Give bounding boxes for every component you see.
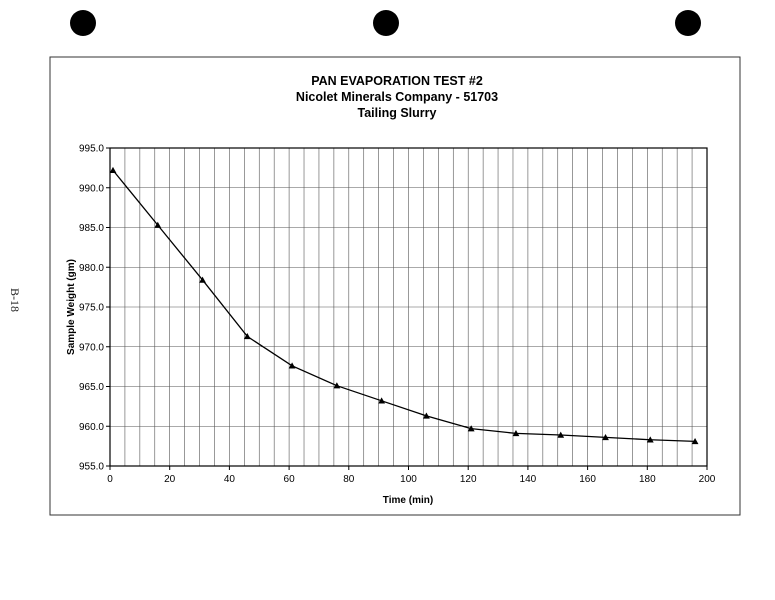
punch-hole-right (675, 10, 701, 36)
data-point-marker (512, 430, 520, 437)
punch-hole-center (373, 10, 399, 36)
chart-title-line-2: Nicolet Minerals Company - 51703 (296, 90, 498, 104)
x-tick-label: 60 (284, 474, 296, 485)
grid-lines (110, 148, 707, 466)
data-point-marker (646, 436, 654, 443)
y-tick-label: 955.0 (79, 462, 104, 473)
x-tick-label: 160 (579, 474, 596, 485)
data-point-marker (602, 433, 609, 441)
chart-title-line-1: PAN EVAPORATION TEST #2 (311, 74, 483, 88)
tick-labels: 0 20 40 60 80 100 120 140 160 180 200 955.0 960.0 965… (79, 144, 716, 486)
punch-hole-left (70, 10, 96, 36)
data-point-marker (333, 382, 341, 389)
x-tick-label: 200 (699, 474, 716, 485)
x-tick-label: 100 (400, 474, 417, 485)
y-tick-label: 995.0 (79, 144, 104, 155)
x-tick-label: 40 (224, 474, 236, 485)
x-tick-label: 180 (639, 474, 656, 485)
x-axis-label: Time (min) (383, 495, 433, 506)
series-line (112, 169, 696, 442)
y-tick-label: 990.0 (79, 183, 104, 194)
x-tick-label: 140 (520, 474, 537, 485)
y-tick-label: 960.0 (79, 422, 104, 433)
data-point-marker (691, 437, 699, 445)
data-point-marker (243, 333, 251, 340)
x-tick-label: 0 (107, 474, 113, 485)
data-point-marker (109, 166, 117, 173)
y-tick-label: 965.0 (79, 382, 104, 393)
data-point-marker (288, 362, 296, 369)
x-tick-label: 20 (164, 474, 176, 485)
data-point-marker (467, 425, 475, 432)
y-tick-label: 970.0 (79, 342, 104, 353)
data-point-marker (378, 397, 386, 404)
chart-title-line-3: Tailing Slurry (358, 106, 437, 120)
data-series (109, 166, 699, 445)
y-tick-label: 985.0 (79, 223, 104, 234)
x-tick-label: 80 (343, 474, 355, 485)
data-point-marker (154, 221, 162, 228)
data-point-marker (423, 412, 430, 419)
data-point-marker (199, 276, 206, 283)
y-tick-label: 975.0 (79, 303, 104, 314)
chart-border (49, 56, 741, 516)
y-axis-label: Sample Weight (gm) (66, 259, 77, 355)
data-point-marker (557, 431, 565, 438)
y-tick-label: 980.0 (79, 263, 104, 274)
x-tick-label: 120 (460, 474, 477, 485)
